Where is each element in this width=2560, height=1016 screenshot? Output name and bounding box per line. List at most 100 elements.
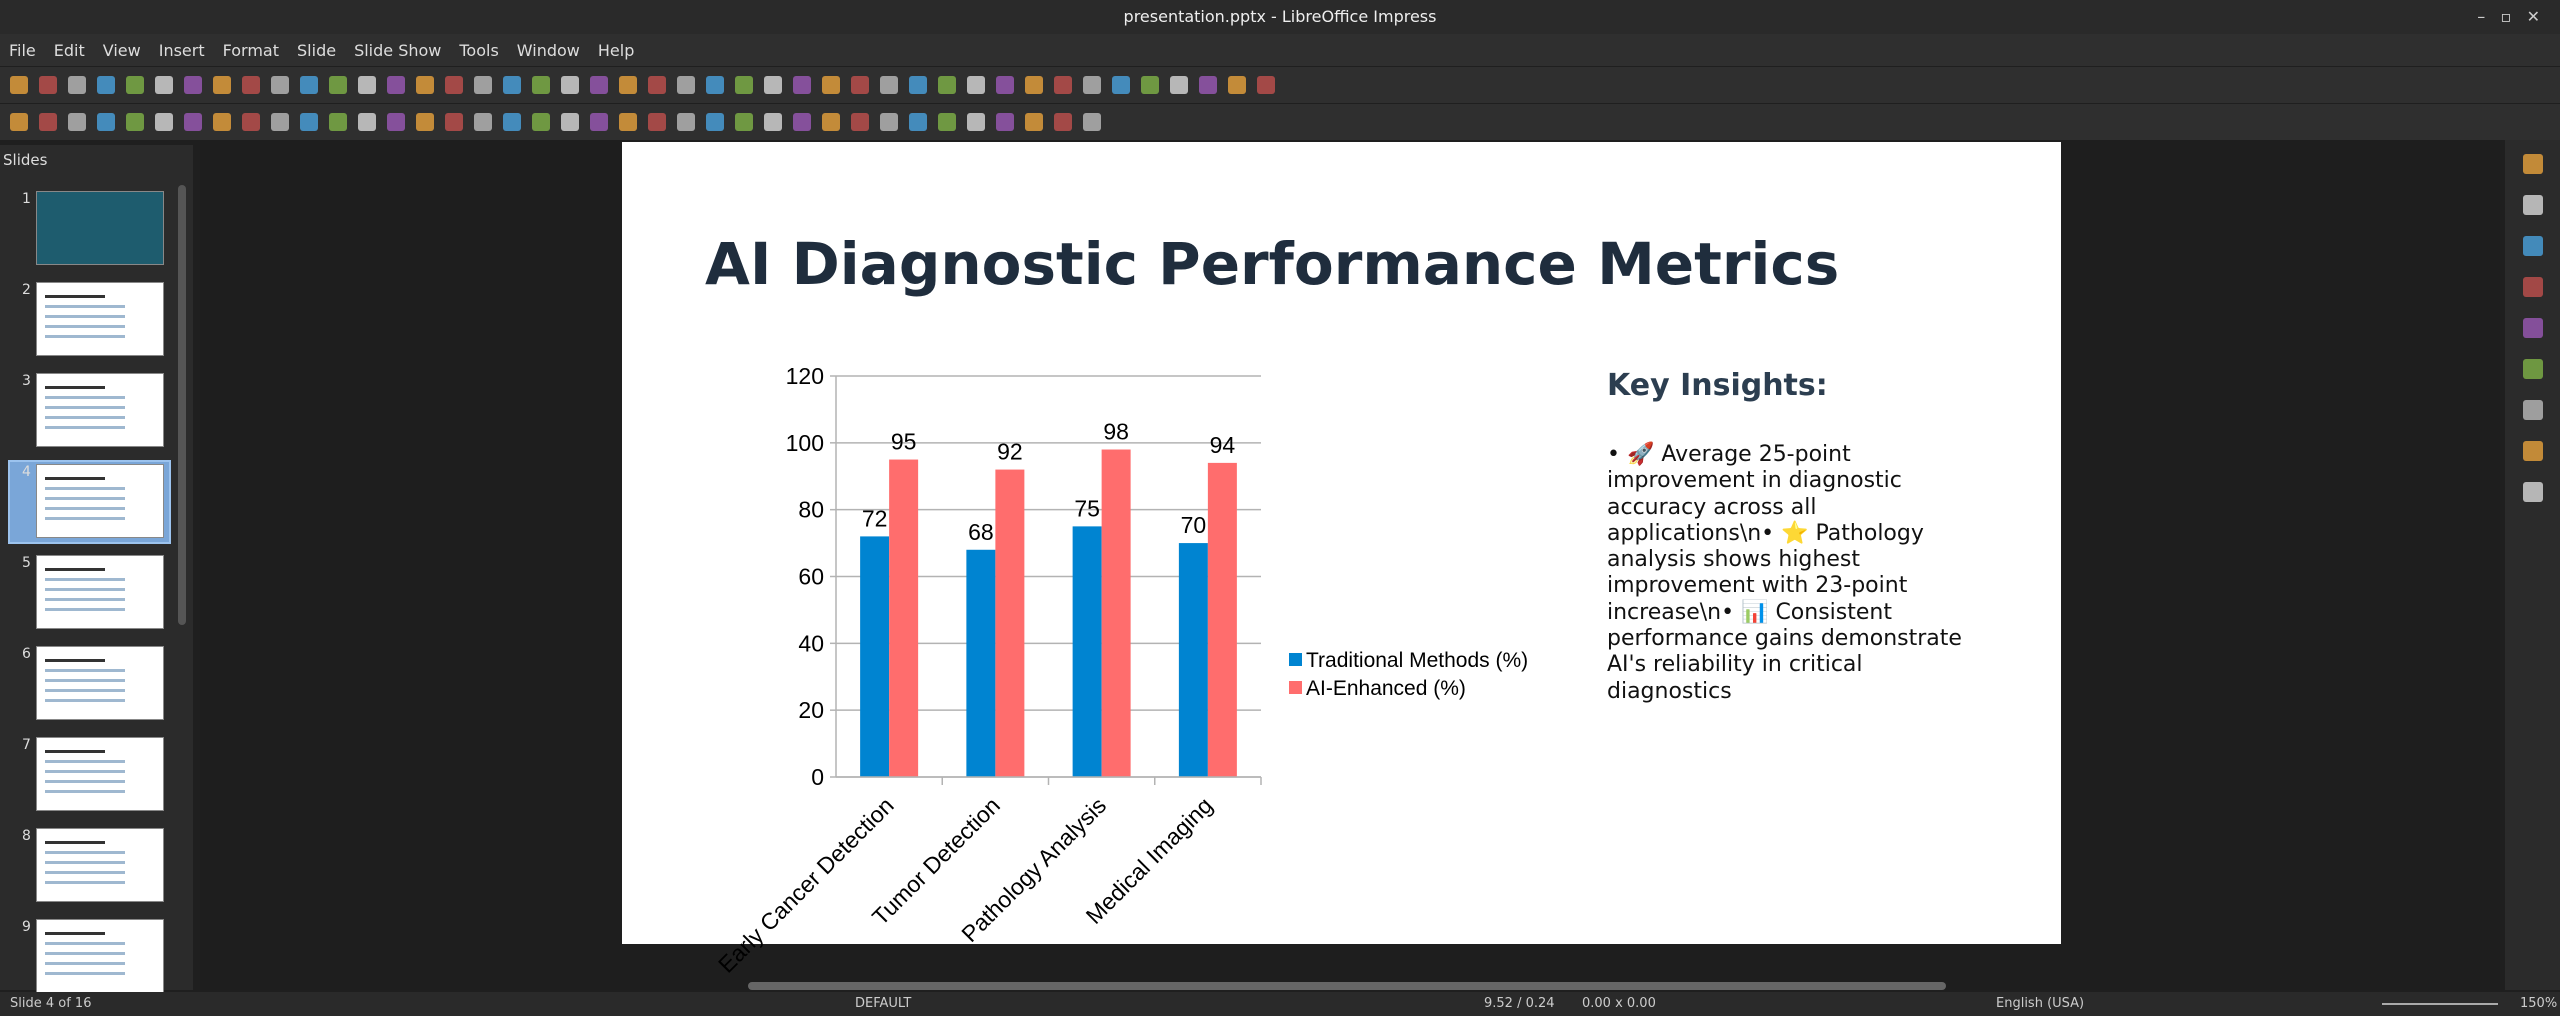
toolbar-icon[interactable] (764, 113, 782, 131)
toolbar-icon[interactable] (155, 113, 173, 131)
menu-item[interactable]: Format (222, 40, 280, 60)
toolbar-icon[interactable] (126, 113, 144, 131)
toolbar-icon[interactable] (329, 76, 347, 94)
toolbar-icon[interactable] (793, 113, 811, 131)
toolbar-icon[interactable] (416, 113, 434, 131)
toolbar-icon[interactable] (677, 113, 695, 131)
toolbar-icon[interactable] (1083, 76, 1101, 94)
toolbar-icon[interactable] (706, 113, 724, 131)
toolbar-icon[interactable] (851, 113, 869, 131)
toolbar-icon[interactable] (97, 113, 115, 131)
toolbar-icon[interactable] (793, 76, 811, 94)
toolbar-icon[interactable] (358, 76, 376, 94)
toolbar-icon[interactable] (445, 113, 463, 131)
toolbar-icon[interactable] (735, 76, 753, 94)
slide-thumbnail[interactable] (36, 191, 164, 265)
toolbar-icon[interactable] (387, 76, 405, 94)
toolbar-icon[interactable] (242, 113, 260, 131)
slide-thumbnail[interactable] (36, 646, 164, 720)
toolbar-icon[interactable] (1257, 76, 1275, 94)
toolbar-icon[interactable] (503, 76, 521, 94)
slide-thumbnail[interactable] (36, 919, 164, 993)
toolbar-icon[interactable] (1112, 76, 1130, 94)
slide-thumbnail[interactable] (36, 464, 164, 538)
toolbar-icon[interactable] (996, 76, 1014, 94)
toolbar-icon[interactable] (184, 113, 202, 131)
toolbar-icon[interactable] (358, 113, 376, 131)
toolbar-icon[interactable] (445, 76, 463, 94)
toolbar-icon[interactable] (271, 113, 289, 131)
menu-item[interactable]: Slide Show (354, 40, 442, 60)
toolbar-icon[interactable] (967, 113, 985, 131)
toolbar-icon[interactable] (590, 113, 608, 131)
toolbar-icon[interactable] (822, 76, 840, 94)
toolbar-icon[interactable] (561, 76, 579, 94)
menu-item[interactable]: Tools (459, 40, 499, 60)
toolbar-icon[interactable] (474, 113, 492, 131)
toolbar-icon[interactable] (851, 76, 869, 94)
toolbar-icon[interactable] (416, 76, 434, 94)
toolbar-icon[interactable] (561, 113, 579, 131)
toolbar-icon[interactable] (1054, 76, 1072, 94)
toolbar-icon[interactable] (300, 76, 318, 94)
toolbar-icon[interactable] (880, 113, 898, 131)
insights-heading[interactable]: Key Insights: (1607, 368, 1828, 403)
toolbar-icon[interactable] (329, 113, 347, 131)
slide-thumbnail[interactable] (36, 373, 164, 447)
toolbar-icon[interactable] (735, 113, 753, 131)
toolbar-icon[interactable] (996, 113, 1014, 131)
menu-item[interactable]: Slide (297, 40, 337, 60)
sidebar-icon[interactable] (2523, 359, 2543, 379)
toolbar-icon[interactable] (706, 76, 724, 94)
toolbar-icon[interactable] (764, 76, 782, 94)
toolbar-icon[interactable] (648, 76, 666, 94)
toolbar-icon[interactable] (126, 76, 144, 94)
toolbar-icon[interactable] (822, 113, 840, 131)
toolbar-icon[interactable] (909, 113, 927, 131)
insights-text[interactable]: • 🚀 Average 25-point improvement in diag… (1607, 442, 1962, 704)
toolbar-icon[interactable] (184, 76, 202, 94)
window-controls[interactable]: – ▫ ✕ (2477, 7, 2540, 26)
toolbar-icon[interactable] (938, 76, 956, 94)
slide-thumbnail[interactable] (36, 282, 164, 356)
toolbar-icon[interactable] (300, 113, 318, 131)
toolbar-icon[interactable] (242, 76, 260, 94)
slide-thumbnail[interactable] (36, 555, 164, 629)
h-scrollbar[interactable] (748, 982, 1946, 990)
toolbar-icon[interactable] (1083, 113, 1101, 131)
menu-item[interactable]: Insert (158, 40, 205, 60)
toolbar-icon[interactable] (10, 113, 28, 131)
toolbar-icon[interactable] (97, 76, 115, 94)
menu-item[interactable]: Help (597, 40, 635, 60)
toolbar-icon[interactable] (213, 113, 231, 131)
toolbar-icon[interactable] (590, 76, 608, 94)
toolbar-icon[interactable] (909, 76, 927, 94)
toolbar-icon[interactable] (155, 76, 173, 94)
toolbar-icon[interactable] (1228, 76, 1246, 94)
sidebar-icon[interactable] (2523, 236, 2543, 256)
toolbar-icon[interactable] (1170, 76, 1188, 94)
toolbar-icon[interactable] (271, 76, 289, 94)
slide-thumbnail[interactable] (36, 828, 164, 902)
toolbar-icon[interactable] (213, 76, 231, 94)
toolbar-icon[interactable] (10, 76, 28, 94)
scrollbar[interactable] (178, 185, 186, 625)
sidebar-icon[interactable] (2523, 195, 2543, 215)
slide-title[interactable]: AI Diagnostic Performance Metrics (705, 230, 1840, 298)
toolbar-icon[interactable] (1199, 76, 1217, 94)
toolbar-icon[interactable] (1025, 113, 1043, 131)
menu-item[interactable]: View (102, 40, 141, 60)
toolbar-icon[interactable] (1025, 76, 1043, 94)
menu-item[interactable]: File (9, 40, 36, 60)
sidebar-icon[interactable] (2523, 441, 2543, 461)
toolbar-icon[interactable] (1054, 113, 1072, 131)
zoom-slider[interactable] (2382, 1003, 2498, 1005)
toolbar-icon[interactable] (532, 113, 550, 131)
toolbar-icon[interactable] (648, 113, 666, 131)
toolbar-icon[interactable] (1141, 76, 1159, 94)
toolbar-icon[interactable] (677, 76, 695, 94)
sidebar-icon[interactable] (2523, 482, 2543, 502)
toolbar-icon[interactable] (387, 113, 405, 131)
toolbar-icon[interactable] (39, 76, 57, 94)
toolbar-icon[interactable] (503, 113, 521, 131)
